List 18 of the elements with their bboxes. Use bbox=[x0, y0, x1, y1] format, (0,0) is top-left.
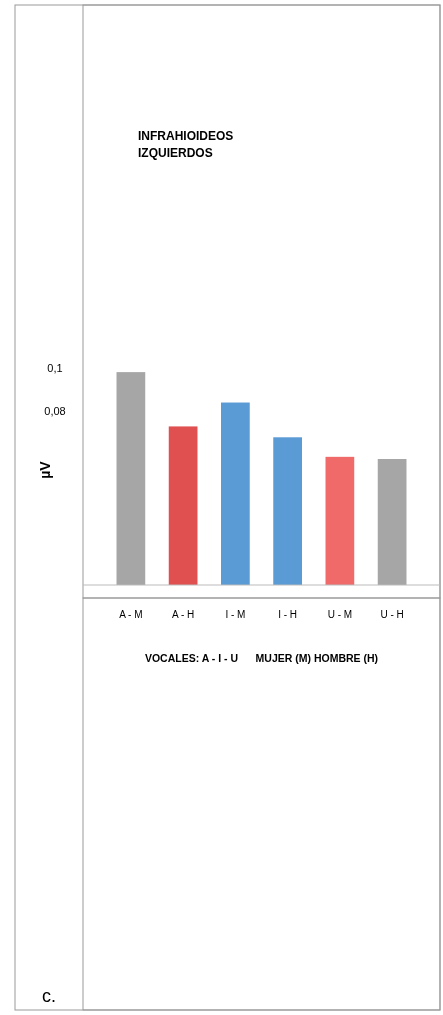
x-tick-label: A - H bbox=[172, 609, 195, 620]
y-tick-label: 0,08 bbox=[44, 405, 66, 418]
y-tick-label: 0,1 bbox=[47, 361, 63, 374]
bar bbox=[273, 437, 302, 585]
bar bbox=[116, 372, 146, 585]
x-tick-label: I - H bbox=[278, 609, 298, 620]
x-tick-label: A - M bbox=[119, 609, 143, 620]
x-tick-label: I - M bbox=[225, 609, 246, 620]
y-axis-title: µV bbox=[37, 460, 53, 479]
x-tick-label: U - H bbox=[380, 609, 404, 620]
bar bbox=[168, 426, 198, 585]
bar bbox=[325, 456, 355, 585]
bar bbox=[377, 459, 407, 585]
bar bbox=[221, 402, 250, 585]
x-axis-title: VOCALES: A - I - U MUJER (M) HOMBRE (H) bbox=[144, 652, 379, 664]
text: c. bbox=[41, 986, 57, 1006]
x-tick-label: U - M bbox=[327, 609, 353, 620]
text: INFRAHIOIDEOS IZQUIERDOS bbox=[138, 129, 234, 160]
